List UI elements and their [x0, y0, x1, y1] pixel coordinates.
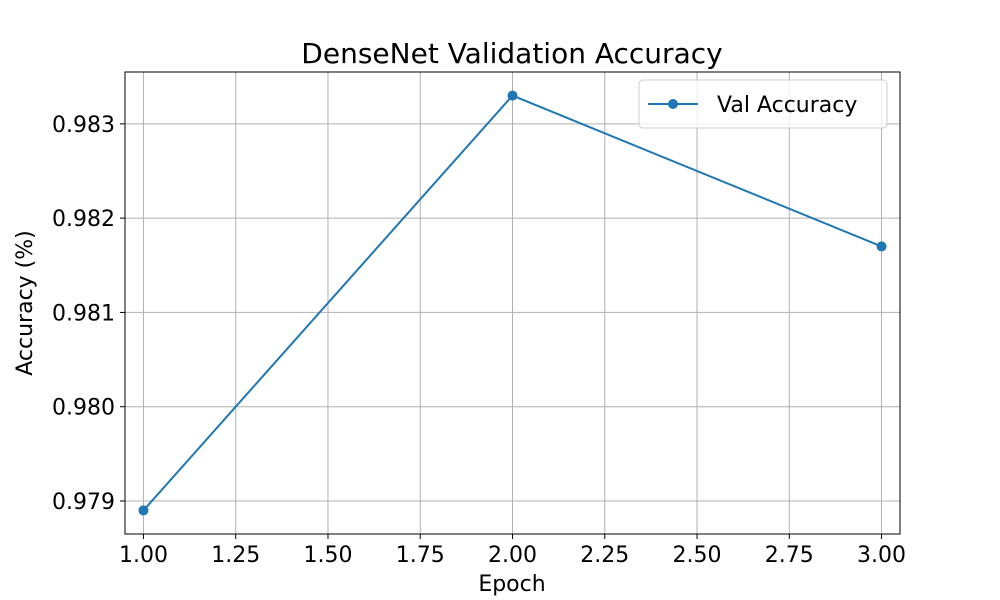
y-axis-label: Accuracy (%) — [13, 230, 38, 376]
legend-box — [638, 79, 888, 129]
x-axis-label: Epoch — [478, 572, 545, 597]
y-tick-label: 0.980 — [52, 396, 115, 421]
data-point — [138, 505, 149, 516]
x-tick-label: 1.75 — [396, 543, 445, 568]
data-point — [876, 241, 887, 252]
x-tick-label: 2.25 — [580, 543, 629, 568]
x-tick-label: 1.00 — [119, 543, 168, 568]
chart-title: DenseNet Validation Accuracy — [301, 37, 722, 70]
x-tick-label: 1.50 — [303, 543, 352, 568]
legend-marker-swatch — [668, 99, 678, 109]
series-layer — [138, 90, 887, 516]
x-tick-label: 2.00 — [488, 543, 537, 568]
plot-frame — [124, 71, 901, 535]
legend-label-val-accuracy: Val Accuracy — [717, 93, 857, 118]
data-point — [507, 90, 518, 101]
x-tick-label: 2.50 — [673, 543, 722, 568]
legend: Val Accuracy — [638, 79, 888, 129]
tick-layer: 1.00 1.25 1.50 1.75 2.00 2.25 2.50 2.75 3.00 0.97… — [52, 113, 906, 568]
y-tick-label: 0.983 — [52, 113, 115, 138]
x-tick-label: 2.75 — [765, 543, 814, 568]
y-tick-label: 0.981 — [52, 301, 115, 326]
y-tick-label: 0.982 — [52, 207, 115, 232]
y-tick-label: 0.979 — [52, 490, 115, 515]
x-tick-label: 1.25 — [211, 543, 260, 568]
x-tick-label: 3.00 — [857, 543, 906, 568]
